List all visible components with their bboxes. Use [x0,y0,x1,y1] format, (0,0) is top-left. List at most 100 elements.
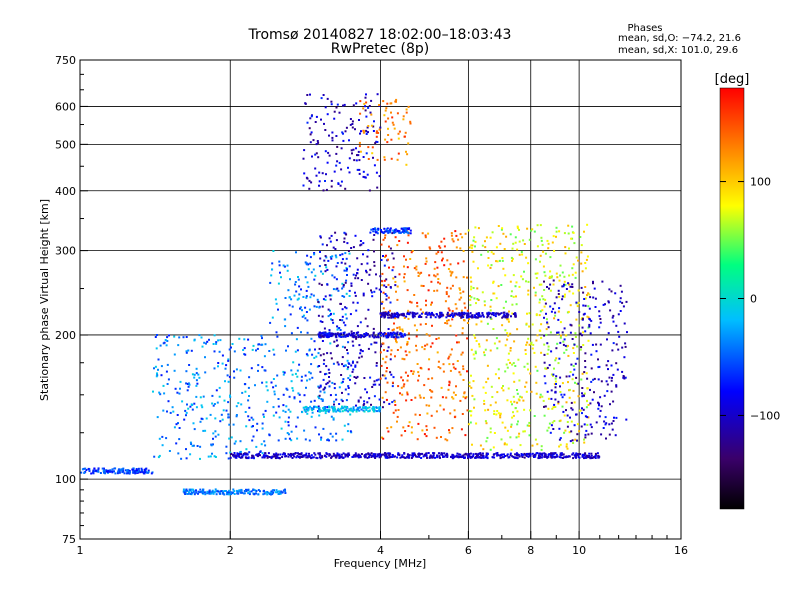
data-point [541,395,544,398]
data-point [577,453,580,456]
data-point [156,334,158,336]
data-point [406,153,409,156]
data-point [333,382,336,385]
data-point [466,454,469,457]
data-point [566,455,569,458]
data-point [195,372,198,375]
data-point [311,353,314,356]
data-point [310,400,313,403]
data-point [370,452,373,455]
data-point [397,152,400,155]
data-point [374,228,377,231]
data-point [413,312,416,315]
y-tick-label: 750 [55,54,76,67]
data-point [552,283,555,286]
data-point [366,262,369,265]
data-point [335,106,338,109]
data-point [490,317,493,320]
data-point [577,259,580,262]
data-point [568,455,571,458]
data-point [325,452,328,455]
data-point [354,364,357,367]
data-point [387,231,390,234]
data-point [558,357,561,360]
data-point [584,297,587,300]
data-point [620,290,623,293]
y-axis-label: Stationary phase Virtual Height [km] [38,199,51,401]
data-point [335,336,338,339]
data-point [468,318,471,321]
data-point [468,453,471,456]
data-point [315,174,318,177]
data-point [323,406,326,409]
data-point [356,325,359,328]
data-point [287,416,290,419]
stats-heading: Phases [627,23,662,34]
data-point [272,378,275,380]
data-point [185,382,188,385]
data-point [345,399,348,402]
data-point [592,282,594,285]
data-point [492,312,495,315]
data-point [417,275,420,277]
data-point [408,313,411,316]
data-point [275,331,278,334]
data-point [486,313,489,316]
data-point [204,429,207,432]
data-point [362,156,365,158]
data-point [306,121,309,124]
data-point [418,414,421,416]
data-point [515,456,518,459]
data-point [211,394,214,397]
data-point [195,489,197,492]
data-point [403,280,406,283]
data-point [572,389,575,392]
data-point [214,417,217,420]
data-point [240,403,243,406]
data-point [518,455,521,458]
data-point [396,229,399,232]
data-point [540,323,543,326]
data-point [436,289,439,292]
data-point [553,383,556,386]
data-point [363,454,366,457]
data-point [498,340,501,343]
data-point [348,252,351,255]
data-point [370,99,373,102]
data-point [528,421,531,424]
data-point [327,335,330,338]
data-point [354,455,357,458]
data-point [278,493,281,495]
data-point [498,454,501,457]
data-point [581,392,583,395]
data-point [490,385,493,388]
data-point [318,433,320,436]
data-point [446,322,449,325]
data-point [282,409,285,412]
data-point [300,456,303,458]
data-point [247,338,250,341]
data-point [277,282,280,285]
data-point [380,302,383,305]
data-point [512,242,515,245]
data-point [550,276,553,279]
data-point [192,490,195,493]
data-point [507,352,510,355]
data-point [386,427,389,430]
data-point [404,350,407,353]
data-point [328,385,331,388]
data-point [499,412,502,415]
data-point [394,337,397,340]
data-point [504,315,507,318]
data-point [93,467,96,470]
data-point [481,312,484,314]
data-point [401,328,404,331]
data-point [157,358,160,361]
data-point [440,436,442,438]
data-point [397,453,399,456]
data-point [548,422,551,425]
data-point [559,321,562,324]
data-point [544,274,547,277]
data-point [265,454,268,457]
data-point [427,368,430,371]
